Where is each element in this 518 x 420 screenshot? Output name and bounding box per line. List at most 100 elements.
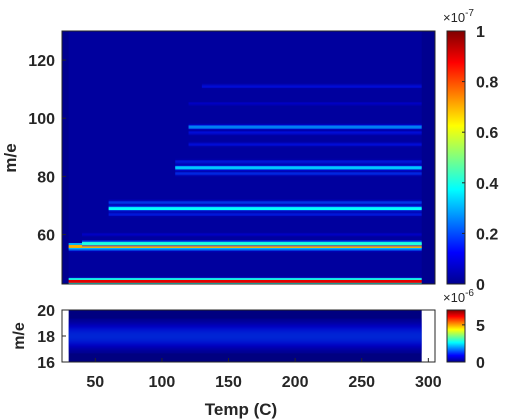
heatmap-cell	[81, 242, 422, 246]
heatmap-cell	[68, 341, 422, 343]
x-tick-label: 150	[215, 374, 242, 391]
heatmap-cell	[201, 83, 422, 86]
heatmap-cell	[68, 250, 422, 253]
heatmap-cell	[68, 325, 422, 328]
y-tick-label: 20	[37, 303, 55, 320]
heatmap-cell	[68, 338, 422, 341]
heatmap-cell	[175, 158, 422, 161]
heatmap-cell	[175, 160, 422, 163]
colorbar-tick-label: 5	[476, 318, 485, 335]
heatmap-cell	[175, 167, 422, 170]
heatmap-cell	[68, 282, 422, 285]
heatmap-cell	[188, 126, 422, 129]
heatmap-cell	[68, 343, 422, 345]
heatmap-cell	[108, 208, 422, 211]
colorbar-tick-label: 0.8	[476, 75, 498, 92]
heatmap-cell	[188, 125, 422, 128]
heatmap-cell	[68, 279, 422, 282]
heatmap-cell	[175, 163, 422, 166]
heatmap-cell	[201, 85, 422, 89]
heatmap-cell	[68, 320, 422, 323]
heatmap-cell	[68, 335, 422, 338]
heatmap-cell	[108, 210, 422, 214]
heatmap-cell	[81, 240, 422, 243]
heatmap-cell	[108, 215, 422, 218]
heatmap-cell	[175, 161, 422, 164]
x-tick-label: 200	[282, 374, 309, 391]
heatmap-cell	[188, 131, 422, 134]
x-tick-label: 300	[415, 374, 442, 391]
heatmap-cell	[68, 334, 422, 337]
main-colorbar-exponent: ×10-7	[443, 8, 474, 25]
sub-heatmap	[68, 310, 422, 362]
heatmap-cell	[108, 212, 422, 215]
heatmap-cell	[68, 324, 422, 327]
heatmap-cell	[188, 123, 422, 126]
y-tick-label: 16	[37, 355, 55, 372]
heatmap-cell	[81, 244, 422, 247]
x-axis-label: Temp (C)	[205, 400, 277, 419]
x-tick-label: 250	[348, 374, 375, 391]
heatmap-cell	[68, 347, 422, 350]
heatmap-cell	[68, 346, 422, 349]
heatmap-cell	[188, 128, 422, 131]
x-tick-label: 100	[149, 374, 176, 391]
main-colorbar: 0 0.2 0.4 0.6 0.8 1 ×10-7	[443, 8, 498, 294]
main-ylabel: m/e	[1, 143, 20, 172]
heatmap-cell	[188, 133, 422, 136]
heatmap-cell	[68, 349, 422, 352]
y-tick-label: 100	[28, 111, 55, 128]
heatmap-cell	[68, 345, 422, 348]
heatmap-cell	[68, 247, 422, 250]
heatmap-cell	[201, 84, 422, 87]
heatmap-cell	[175, 165, 422, 168]
heatmap-cell	[68, 248, 422, 251]
heatmap-cell	[68, 350, 422, 353]
heatmap-cell	[188, 103, 422, 106]
sub-colorbar-gradient	[446, 309, 466, 363]
y-tick-label: 60	[37, 228, 55, 245]
heatmap-cell	[68, 323, 422, 326]
heatmap-cell	[68, 337, 422, 340]
heatmap-cell	[108, 199, 422, 202]
heatmap-cell	[81, 241, 422, 244]
main-colorbar-ticks: 0 0.2 0.4 0.6 0.8 1	[462, 24, 498, 294]
heatmap-cell	[188, 101, 422, 105]
heatmap-cell	[68, 280, 422, 283]
heatmap-cell	[175, 170, 422, 173]
sub-colorbar-exponent: ×10-6	[443, 288, 474, 305]
heatmap-cell	[108, 213, 422, 216]
heatmap-cell	[68, 322, 422, 325]
heatmap-cell	[68, 245, 422, 248]
heatmap-cell	[108, 202, 422, 205]
colorbar-tick-label: 0	[476, 277, 485, 294]
heatmap-cell	[81, 232, 422, 235]
heatmap-cell	[68, 328, 422, 330]
y-tick-label: 80	[37, 169, 55, 186]
sub-panel: 16 18 20 50 100 150 200 250 300 m/e Temp (C)	[11, 303, 442, 419]
heatmap-cell	[201, 87, 422, 90]
heatmap-cell	[188, 129, 422, 132]
heatmap-cell	[68, 333, 422, 336]
y-tick-label: 120	[28, 53, 55, 70]
colorbar-tick-label: 0	[476, 355, 485, 372]
heatmap-cell	[188, 144, 422, 147]
heatmap-cell	[68, 332, 422, 335]
heatmap-cell	[175, 173, 422, 176]
sub-y-axis: 16 18 20	[37, 303, 66, 372]
heatmap-cell	[108, 209, 422, 212]
sub-colorbar-ticks: 05	[462, 318, 485, 372]
colorbar-tick-label: 1	[476, 24, 485, 41]
heatmap-cell	[188, 132, 422, 135]
heatmap-cell	[188, 142, 422, 145]
heatmap-cell	[68, 318, 422, 321]
heatmap-cell	[175, 164, 422, 167]
heatmap-cell	[68, 329, 422, 331]
heatmap-cell	[108, 206, 422, 209]
heatmap-cell	[68, 348, 422, 351]
heatmap-cell	[68, 319, 422, 322]
heatmap-cell	[68, 336, 422, 339]
main-colorbar-gradient	[446, 30, 466, 285]
main-panel: 60 80 100 120 m/e	[1, 30, 436, 285]
